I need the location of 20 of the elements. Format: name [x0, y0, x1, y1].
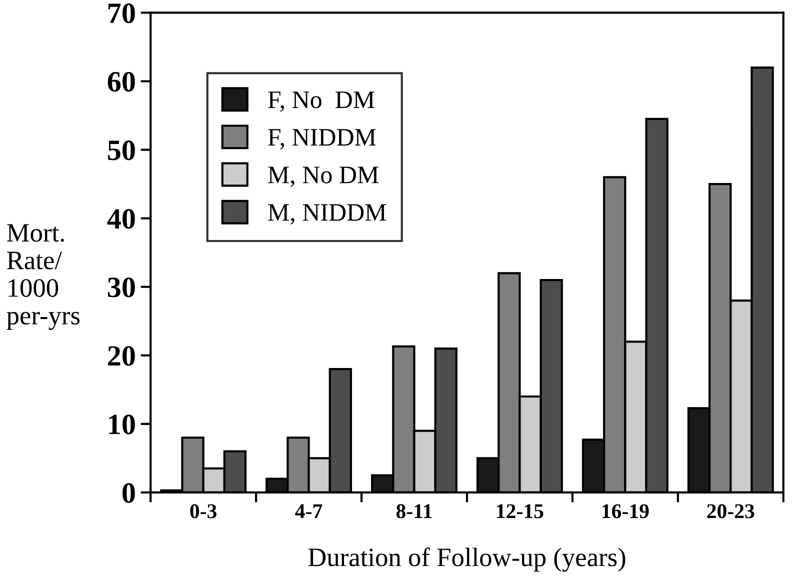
x-tick-label: 12-15: [497, 504, 544, 518]
y-axis-title: Mort. Rate/ 1000 per-yrs: [6, 224, 80, 330]
x-tick-label: 16-19: [602, 504, 649, 518]
legend-label: M, No DM: [268, 166, 378, 187]
x-tick-label: 4-7: [295, 504, 322, 518]
y-tick-label: 40: [107, 209, 135, 229]
y-tick-label: 60: [108, 72, 135, 92]
x-tick-label: 8-11: [396, 504, 432, 518]
y-tick-label: 50: [108, 140, 135, 160]
legend-label: F, NIDDM: [268, 129, 376, 150]
legend-label: M, NIDDM: [268, 204, 386, 225]
y-tick-label: 30: [108, 278, 135, 298]
x-tick-label: 20-23: [707, 504, 754, 518]
y-tick-label: 10: [109, 414, 135, 434]
legend-label: F, No DM: [268, 92, 374, 112]
y-tick-label: 0: [122, 483, 135, 503]
y-tick-label: 20: [108, 346, 135, 366]
x-tick-label: 0-3: [190, 504, 216, 518]
y-tick-label: 70: [108, 3, 135, 24]
x-axis-title: Duration of Follow-up (years): [308, 547, 626, 572]
